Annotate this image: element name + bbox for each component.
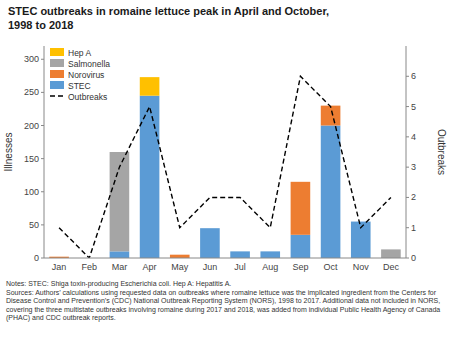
legend-label: Hep A: [68, 48, 91, 58]
x-tick-label: Dec: [383, 262, 400, 272]
bar: [260, 251, 280, 258]
x-tick-label: Apr: [143, 262, 157, 272]
y2-tick: [406, 76, 409, 77]
y2-tick: [406, 106, 409, 107]
x-tick-label: Oct: [324, 262, 339, 272]
y-tick-label: 250: [24, 87, 39, 97]
y-tick: [41, 59, 44, 60]
y-axis-label: Illnesses: [3, 133, 14, 172]
y2-tick-label: 1: [411, 223, 416, 233]
bar: [170, 254, 190, 255]
bar: [230, 251, 250, 252]
bar: [291, 235, 311, 258]
bar: [230, 251, 250, 252]
legend-label: Norovirus: [68, 70, 104, 80]
y2-tick-label: 4: [411, 132, 416, 142]
bar: [230, 251, 250, 252]
x-tick-label: May: [171, 262, 189, 272]
legend-label: Outbreaks: [68, 92, 107, 102]
bar: [260, 251, 280, 252]
line: [59, 76, 391, 258]
y-tick: [41, 125, 44, 126]
bar: [291, 181, 311, 182]
x-tick-label: Feb: [81, 262, 97, 272]
y2-tick: [406, 167, 409, 168]
x-tick-label: Jul: [234, 262, 246, 272]
bar: [200, 228, 220, 229]
y2-tick: [406, 136, 409, 137]
bar: [260, 251, 280, 252]
y-tick-label: 300: [24, 54, 39, 64]
bar: [260, 251, 280, 252]
note: Notes: STEC: Shiga toxin-producing Esche…: [6, 280, 444, 289]
bar: [291, 182, 311, 235]
x-tick-label: Sep: [292, 262, 308, 272]
y-axis-line: [44, 46, 45, 258]
x-axis-line: [44, 258, 406, 259]
legend-label: STEC: [68, 81, 91, 91]
y2-tick: [406, 227, 409, 228]
subtitle: 1998 to 2018: [8, 19, 73, 31]
y-tick: [41, 258, 44, 259]
bar: [321, 106, 341, 126]
y-tick-label: 100: [24, 187, 39, 197]
bar: [49, 256, 69, 257]
bar: [200, 228, 220, 258]
bar: [49, 256, 69, 257]
bar: [140, 96, 160, 258]
x-tick-label: Jun: [203, 262, 218, 272]
y-tick: [41, 191, 44, 192]
x-tick-label: Aug: [262, 262, 278, 272]
y-tick: [41, 158, 44, 159]
notes: Notes: STEC: Shiga toxin-producing Esche…: [6, 280, 444, 323]
title: STEC outbreaks in romaine lettuce peak i…: [8, 5, 329, 17]
marks: [49, 76, 400, 258]
legend-swatch: [50, 95, 64, 96]
y-tick-label: 200: [24, 121, 39, 131]
legend-swatch: [50, 81, 64, 89]
bar: [321, 126, 341, 259]
bar: [200, 228, 220, 229]
y-tick: [41, 224, 44, 225]
legend: Hep ASalmonellaNorovirusSTECOutbreaks: [50, 48, 110, 102]
bar: [230, 251, 250, 258]
bar: [170, 254, 190, 255]
y2-tick: [406, 197, 409, 198]
y2-tick-label: 3: [411, 162, 416, 172]
bar: [200, 228, 220, 229]
x-tick-label: Jan: [52, 262, 67, 272]
x-tick-label: Mar: [112, 262, 128, 272]
y-tick: [41, 92, 44, 93]
y-tick-label: 150: [24, 154, 39, 164]
legend-label: Salmonella: [68, 59, 110, 69]
y2-axis-line: [406, 46, 407, 258]
note: Sources: Authors’ calculations using req…: [6, 289, 444, 323]
bar: [381, 249, 401, 250]
legend-swatch: [50, 48, 64, 56]
chart: STEC outbreaks in romaine lettuce peak i…: [0, 0, 450, 338]
y-tick-label: 0: [34, 253, 39, 263]
y2-tick-label: 5: [411, 102, 416, 112]
y2-axis-label: Outbreaks: [436, 129, 447, 175]
y2-tick-label: 0: [411, 253, 416, 263]
y2-tick: [406, 258, 409, 259]
bar: [110, 251, 130, 258]
y-tick-label: 50: [29, 220, 39, 230]
legend-swatch: [50, 59, 64, 67]
y2-tick-label: 6: [411, 71, 416, 81]
x-tick-label: Nov: [353, 262, 370, 272]
bar: [140, 77, 160, 96]
bar: [381, 249, 401, 258]
y2-tick-label: 2: [411, 192, 416, 202]
bar: [291, 181, 311, 182]
legend-swatch: [50, 70, 64, 78]
